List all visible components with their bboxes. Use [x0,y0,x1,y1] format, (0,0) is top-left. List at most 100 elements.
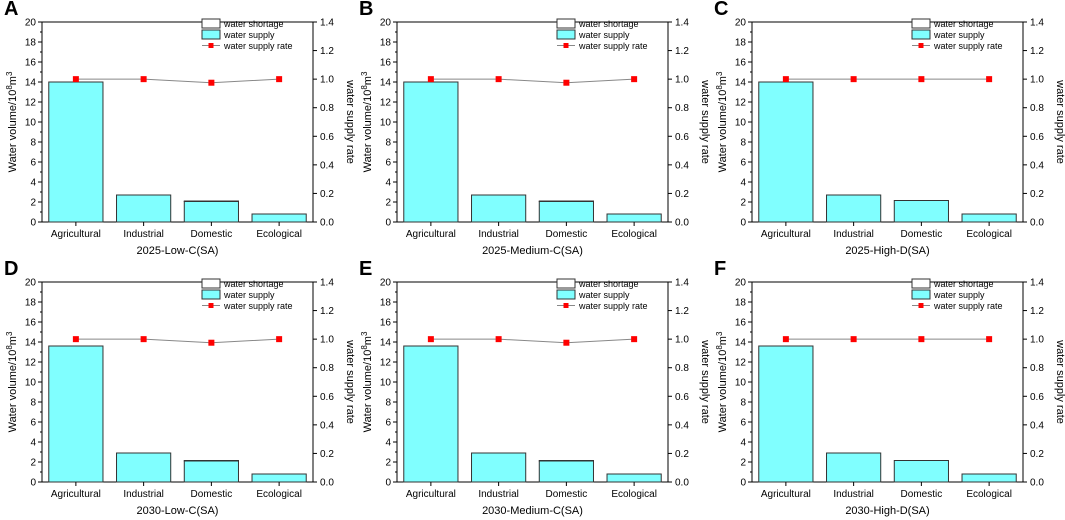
y2-tick-label: 0.4 [675,420,689,431]
y2-tick-label: 0.8 [320,363,334,374]
y-tick-label: 2 [385,198,391,209]
bar-water-supply [893,200,949,223]
legend-swatch-shortage [201,18,221,29]
y-axis-title-part: m [717,76,729,85]
x-category-label: Ecological [256,229,302,240]
bar-water-supply [538,460,594,483]
y-tick-label: 2 [385,458,391,469]
y2-tick-label: 0.0 [675,478,689,489]
y2-tick-label: 0.8 [675,103,689,114]
y-tick-label: 10 [735,378,747,389]
y2-axis-title: water supply rate [1054,79,1065,164]
y-tick-label: 16 [735,318,747,329]
y-tick-label: 4 [740,438,746,449]
y-tick-label: 0 [385,478,391,489]
rate-point [208,339,215,346]
y-tick-label: 8 [30,138,36,149]
y2-tick-label: 1.2 [675,306,689,317]
x-category-label: Agricultural [406,489,456,500]
y-tick-label: 16 [25,58,37,69]
y-tick-label: 4 [385,178,391,189]
y-axis-title-part: 8 [360,345,369,350]
y-axis-title-part: Water volume/10 [7,350,19,433]
bar-water-supply [471,452,527,483]
y-axis-title-part: 3 [715,331,724,336]
x-category-label: Ecological [966,229,1012,240]
chart-panel: A 0 2 4 6 8 10 12 14 16 18 20 0.0 0.2 0.4 0.6 0.8 1.0 1.2 1… [0,0,355,260]
bar-water-supply [758,81,814,223]
y-tick-label: 20 [380,278,392,289]
y-axis-title-part: Water volume/10 [717,90,729,173]
y-tick-label: 14 [380,338,392,349]
y-tick-label: 20 [25,278,37,289]
y-tick-label: 14 [25,338,37,349]
chart-svg: 0 2 4 6 8 10 12 14 16 18 20 0.0 0.2 0.4 0.6 0.8 1.0 1.2 1.… [715,278,1065,518]
legend-marker-rate [208,303,214,308]
legend-swatch-shortage [201,278,221,289]
chart-panel: D 0 2 4 6 8 10 12 14 16 18 20 0.0 0.2 0.4 0.6 0.8 1.0 1.2 1… [0,258,355,520]
y2-tick-label: 0.8 [320,103,334,114]
y2-tick-label: 0.6 [320,132,334,143]
panel-letter: A [4,0,19,20]
x-axis-title: 2025-High-D(SA) [845,245,929,257]
legend-label: water supply [223,30,275,40]
series-line-supply-rate [430,338,635,344]
y2-tick-label: 0.2 [675,449,689,460]
rate-point [495,336,502,343]
y-tick-label: 10 [380,378,392,389]
y-axis-title-part: 3 [715,71,724,76]
y2-axis-title: water supply rate [699,339,710,424]
legend-label: water supply [933,30,985,40]
legend-swatch-shortage [911,18,931,29]
legend-label: water shortage [223,279,284,289]
x-axis-title: 2030-High-D(SA) [845,505,929,517]
y-tick-label: 18 [380,38,392,49]
legend-swatch-shortage [556,278,576,289]
y-tick-label: 4 [740,178,746,189]
y-axis-title-part: 3 [360,71,369,76]
x-category-label: Industrial [478,229,519,240]
y-tick-label: 2 [740,458,746,469]
y-tick-label: 6 [740,158,746,169]
y-axis-title-part: 8 [5,85,14,90]
y2-tick-label: 0.2 [675,189,689,200]
chart-svg: 0 2 4 6 8 10 12 14 16 18 20 0.0 0.2 0.4 0.6 0.8 1.0 1.2 1.… [360,278,710,518]
bar-water-supply [826,452,882,483]
rate-point [986,76,993,83]
rate-point [918,76,925,83]
legend-label: water supply rate [578,301,648,311]
legend-label: water supply rate [223,301,293,311]
y2-tick-label: 1.0 [675,75,689,86]
y-axis-title-part: 8 [360,85,369,90]
bar-water-shortage [183,460,239,462]
legend-label: water shortage [223,19,284,29]
x-category-label: Industrial [833,489,874,500]
y2-tick-label: 0.6 [1030,132,1044,143]
rate-point [140,76,147,83]
y-tick-label: 12 [25,358,37,369]
x-category-label: Ecological [611,229,657,240]
y-tick-label: 6 [30,158,36,169]
legend-label: water supply rate [223,41,293,51]
rate-point [563,79,570,86]
x-category-label: Domestic [901,489,943,500]
y-tick-label: 14 [25,78,37,89]
y2-tick-label: 0.4 [320,160,334,171]
chart-svg: 0 2 4 6 8 10 12 14 16 18 20 0.0 0.2 0.4 0.6 0.8 1.0 1.2 1.… [715,18,1065,258]
y-tick-label: 12 [380,358,392,369]
legend-marker-rate [563,303,569,308]
y-tick-label: 14 [735,338,747,349]
y-tick-label: 2 [740,198,746,209]
chart-svg: 0 2 4 6 8 10 12 14 16 18 20 0.0 0.2 0.4 0.6 0.8 1.0 1.2 1.… [5,18,355,258]
x-category-label: Agricultural [406,229,456,240]
bar-water-supply [251,213,307,223]
y-tick-label: 12 [380,98,392,109]
y2-tick-label: 0.0 [320,218,334,229]
y-tick-label: 2 [30,458,36,469]
y-tick-label: 6 [385,158,391,169]
legend-label: water supply rate [578,41,648,51]
y2-tick-label: 0.4 [675,160,689,171]
y2-tick-label: 0.0 [1030,478,1044,489]
rate-point [563,339,570,346]
bar-water-supply [471,194,527,223]
